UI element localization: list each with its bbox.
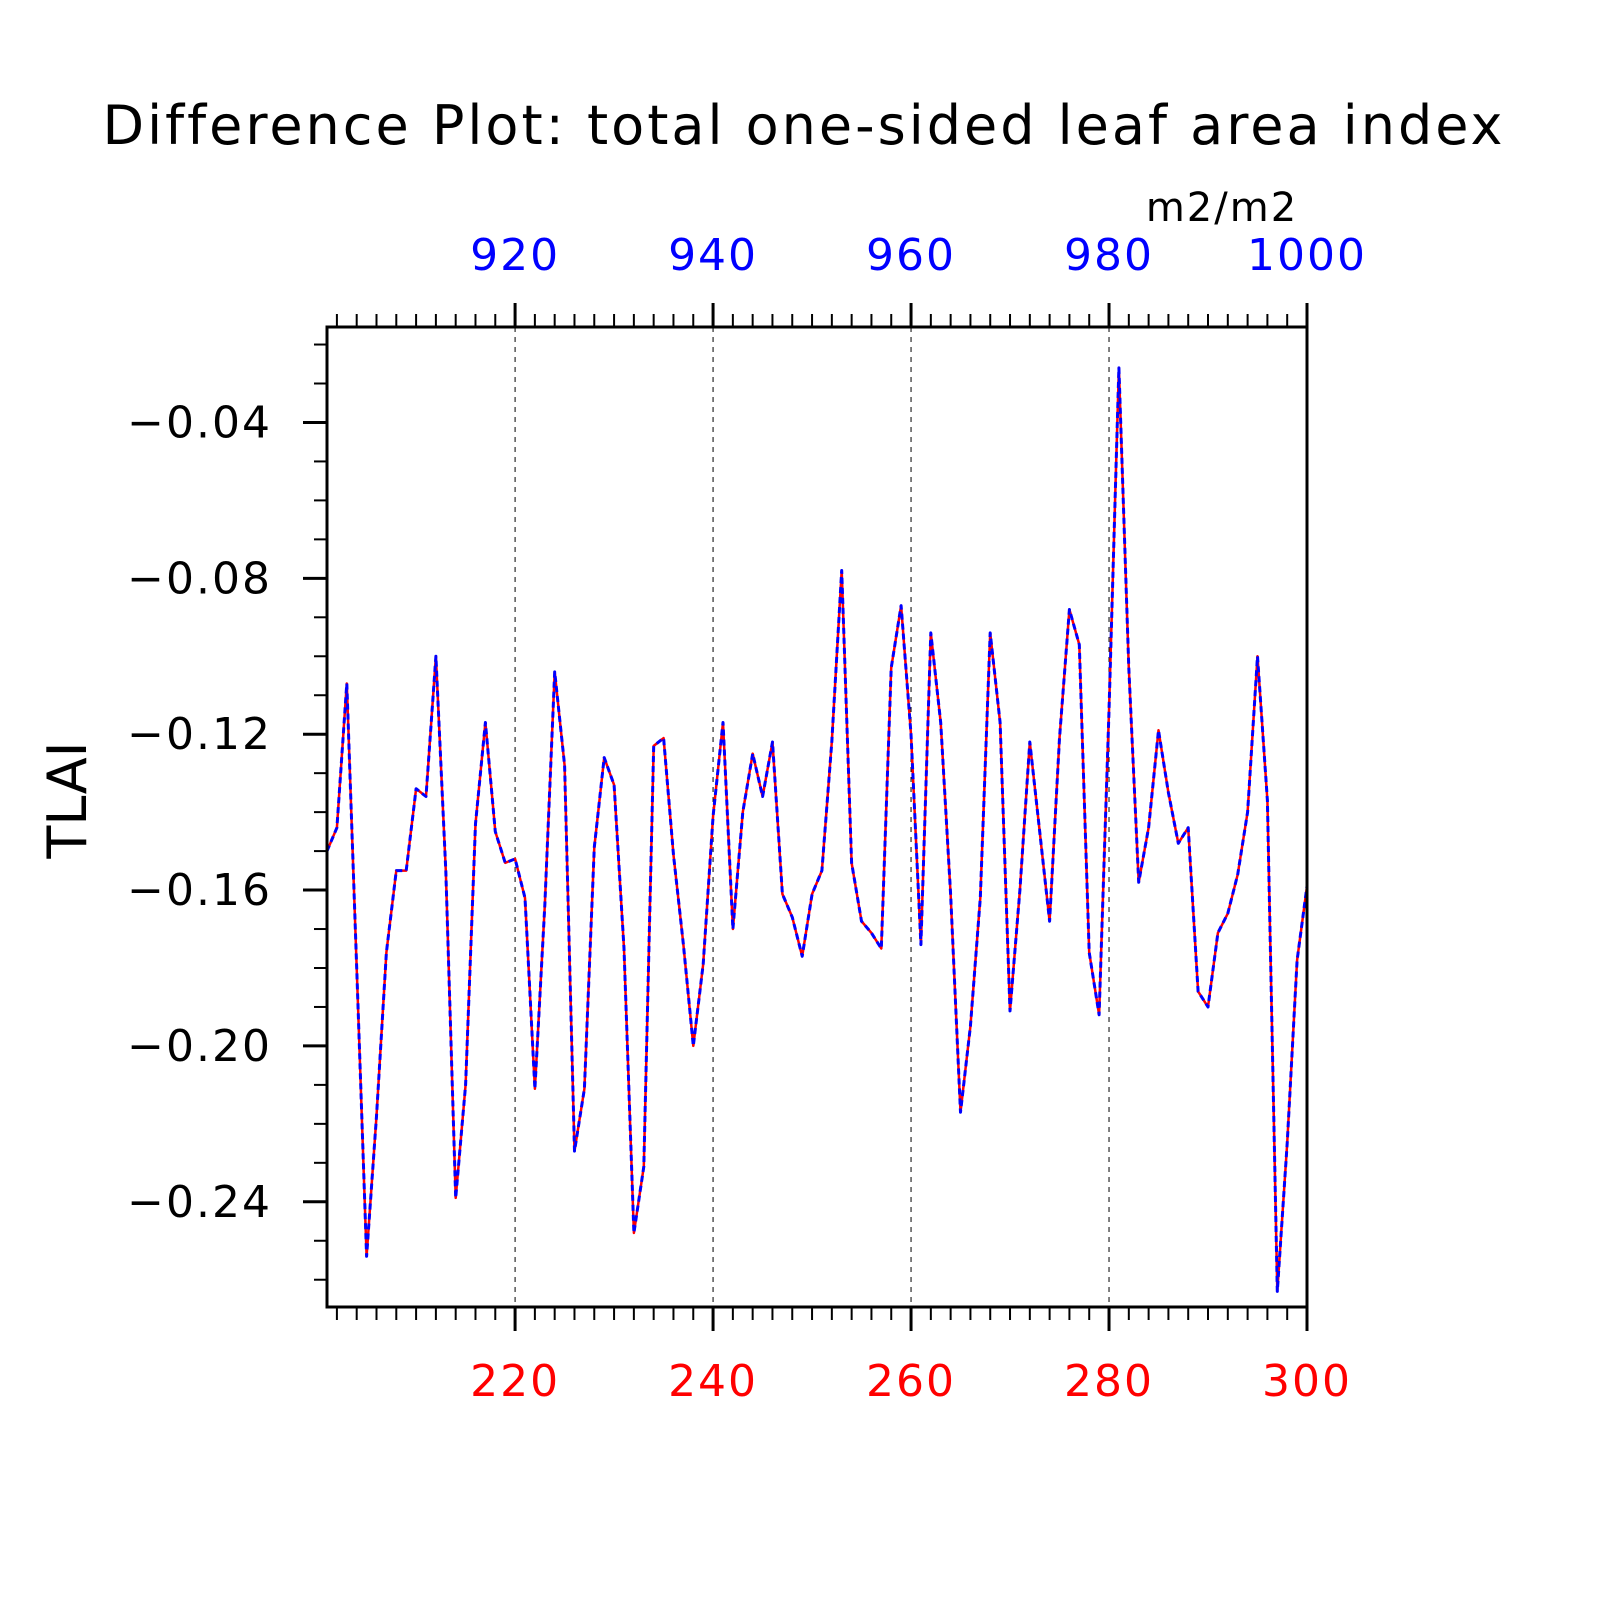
bottom-tick-label: 260 (866, 1356, 956, 1407)
series-line-red (325, 366, 1309, 1293)
top-tick-label: 940 (668, 230, 758, 281)
plot-frame (325, 325, 1309, 1309)
bottom-x-tick-labels: 220 240 260 280 300 (470, 1356, 1352, 1407)
y-axis-label: TLAI (36, 741, 99, 859)
bottom-tick-label: 220 (470, 1356, 560, 1407)
series-line-blue-dashed (325, 366, 1309, 1293)
series-layer (325, 366, 1309, 1293)
y-tick-label: −0.24 (127, 1177, 272, 1228)
y-tick-labels: −0.04 −0.08 −0.12 −0.16 −0.20 −0.24 (127, 397, 272, 1228)
top-x-tick-labels: 920 940 960 980 1000 (470, 230, 1367, 281)
bottom-tick-label: 240 (668, 1356, 758, 1407)
axes (303, 303, 1309, 1331)
top-tick-label: 1000 (1247, 230, 1367, 281)
y-tick-label: −0.04 (127, 397, 272, 448)
top-tick-label: 980 (1064, 230, 1154, 281)
bottom-tick-label: 300 (1262, 1356, 1352, 1407)
x-gridlines (514, 327, 1110, 1307)
chart-title: Difference Plot: total one-sided leaf ar… (102, 94, 1505, 157)
y-tick-label: −0.12 (127, 709, 272, 760)
y-tick-label: −0.16 (127, 865, 272, 916)
top-tick-label: 920 (470, 230, 560, 281)
y-tick-label: −0.20 (127, 1021, 272, 1072)
bottom-tick-label: 280 (1064, 1356, 1154, 1407)
units-label: m2/m2 (1146, 185, 1298, 231)
y-tick-label: −0.08 (127, 553, 272, 604)
top-tick-label: 960 (866, 230, 956, 281)
